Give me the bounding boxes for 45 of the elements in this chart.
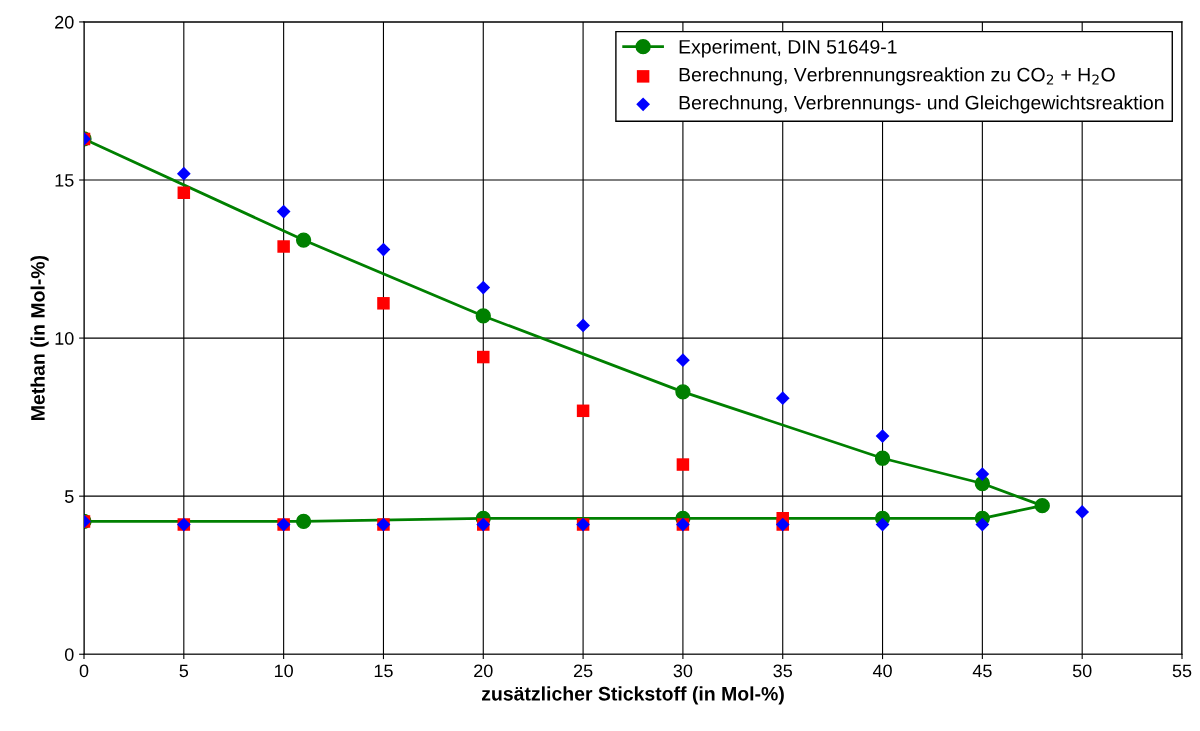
point	[176, 166, 191, 181]
point	[1034, 498, 1050, 514]
y-tick-label: 15	[55, 174, 74, 187]
point	[476, 280, 491, 295]
y-tick-label: 0	[64, 648, 74, 661]
point	[276, 204, 291, 219]
y-tick-label: 20	[55, 15, 74, 29]
x-tick-label: 45	[972, 664, 992, 678]
point	[874, 450, 891, 466]
point	[675, 384, 691, 400]
point	[377, 297, 390, 310]
point	[875, 429, 890, 443]
point	[475, 308, 491, 324]
point	[295, 513, 312, 530]
y-axis-title: Methan (in Mol-%)	[30, 255, 49, 420]
x-tick-label: 20	[474, 664, 493, 678]
x-tick-label: 5	[179, 664, 189, 678]
point	[676, 458, 690, 471]
x-tick-label: 15	[374, 664, 393, 678]
point	[295, 232, 312, 248]
x-tick-label: 55	[1172, 664, 1192, 678]
legend-label: Berechnung, Verbrennungs- und Gleichgewichtsreaktion	[679, 95, 1164, 114]
y-tick-label: 5	[64, 490, 74, 503]
x-tick-label: 50	[1072, 664, 1092, 678]
point	[576, 318, 590, 333]
x-axis-title: zusätzlicher Stickstoff (in Mol-%)	[482, 686, 784, 705]
point	[775, 391, 790, 406]
point	[975, 517, 990, 532]
x-tick-label: 0	[79, 664, 89, 678]
x-tick-label: 10	[274, 664, 293, 678]
x-tick-label: 30	[673, 664, 693, 678]
point	[676, 353, 690, 368]
point	[576, 404, 590, 418]
legend-label: Berechnung, Verbrennungsreaktion zu CO$_{2}$ + H$_{2}$O	[679, 67, 1115, 86]
point	[177, 186, 191, 199]
x-tick-label: 40	[872, 664, 892, 678]
point	[1075, 505, 1090, 519]
y-tick-label: 10	[55, 332, 74, 345]
point	[477, 350, 490, 364]
point	[875, 517, 890, 532]
x-tick-label: 35	[773, 664, 793, 678]
point	[277, 240, 290, 253]
point	[975, 467, 990, 481]
x-tick-label: 25	[573, 664, 593, 678]
legend-label: Experiment, DIN 51649-1	[679, 39, 897, 58]
